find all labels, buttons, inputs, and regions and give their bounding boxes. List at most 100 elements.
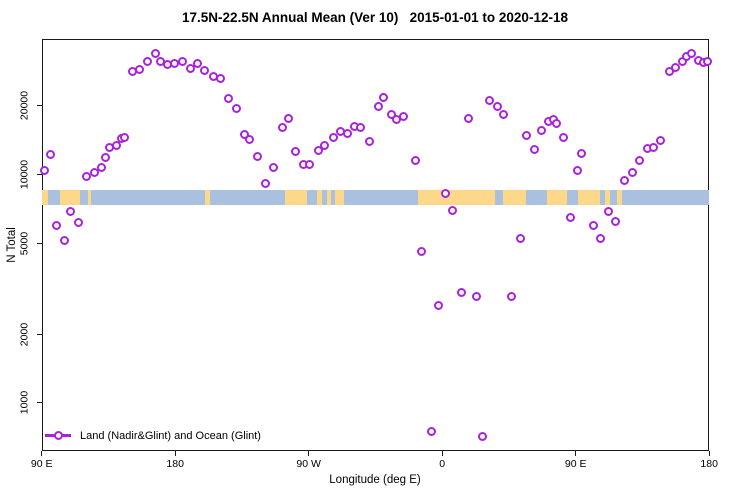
- x-axis-tick: [441, 451, 443, 456]
- data-point: [596, 234, 606, 244]
- y-axis-tick: [36, 242, 42, 244]
- x-axis-tick: [708, 451, 710, 456]
- data-point: [320, 141, 330, 151]
- data-point: [73, 217, 83, 227]
- y-axis-tick-label: 5000: [18, 231, 31, 255]
- legend-label: Land (Nadir&Glint) and Ocean (Glint): [80, 429, 261, 442]
- map-band-land-segment: [326, 189, 331, 205]
- data-point: [111, 141, 121, 151]
- data-point: [665, 67, 675, 77]
- y-axis-tick: [36, 333, 42, 335]
- data-point: [135, 65, 145, 75]
- data-point: [635, 155, 645, 165]
- data-point: [240, 130, 250, 140]
- data-point: [119, 133, 129, 143]
- data-point: [522, 131, 532, 141]
- data-point: [66, 207, 76, 217]
- data-point: [399, 112, 409, 122]
- map-band-land-segment: [418, 189, 495, 205]
- y-axis-tick: [36, 105, 42, 107]
- data-point: [703, 57, 713, 67]
- map-band-land-segment: [605, 189, 610, 205]
- x-axis-label: Longitude (deg E): [329, 474, 421, 486]
- x-axis-tick-label: 0: [439, 458, 446, 470]
- data-point: [530, 145, 540, 155]
- data-point: [193, 59, 203, 69]
- data-point: [478, 431, 488, 441]
- data-point: [649, 142, 659, 152]
- data-point: [224, 94, 234, 104]
- data-point: [611, 217, 621, 227]
- data-point: [143, 57, 153, 67]
- data-point: [253, 152, 263, 162]
- map-band-land-segment: [617, 189, 622, 205]
- data-point: [261, 179, 271, 189]
- data-point: [185, 64, 195, 74]
- data-point: [245, 135, 255, 145]
- map-band-land-segment: [87, 189, 91, 205]
- data-point: [427, 427, 437, 437]
- data-point: [448, 206, 458, 216]
- data-point: [499, 110, 509, 120]
- data-point: [671, 63, 681, 73]
- plot-box: [41, 39, 710, 451]
- data-point: [81, 172, 91, 182]
- data-point: [52, 221, 62, 231]
- y-axis-tick: [36, 173, 42, 176]
- data-point: [343, 129, 353, 139]
- y-axis-label: N Total: [6, 227, 18, 263]
- legend: Land (Nadir&Glint) and Ocean (Glint): [45, 428, 261, 443]
- legend-line-marker-icon: [45, 431, 71, 440]
- data-point: [559, 133, 569, 143]
- data-point: [472, 292, 482, 302]
- x-axis-tick: [174, 451, 176, 456]
- map-band-land-segment: [60, 189, 81, 205]
- data-point: [434, 301, 444, 311]
- data-point: [329, 133, 339, 143]
- data-point: [687, 49, 697, 59]
- chart-title: 17.5N-22.5N Annual Mean (Ver 10) 2015-01…: [182, 10, 568, 25]
- y-axis-tick-label: 2000: [18, 322, 31, 346]
- data-point: [387, 110, 397, 120]
- x-axis-tick: [308, 451, 310, 456]
- data-point: [604, 207, 614, 217]
- x-axis-tick-label: 180: [700, 458, 718, 470]
- data-point: [89, 168, 99, 178]
- data-point: [374, 102, 384, 112]
- data-point: [485, 96, 495, 106]
- data-point: [656, 136, 666, 146]
- y-axis-tick-label: 20000: [18, 91, 31, 121]
- data-point: [60, 235, 70, 245]
- y-axis-tick-label: 10000: [18, 159, 31, 190]
- data-point: [516, 234, 526, 244]
- data-point: [411, 155, 421, 165]
- data-point: [100, 152, 110, 162]
- map-band-land-segment: [316, 189, 323, 205]
- data-point: [620, 176, 630, 186]
- data-point: [552, 119, 562, 129]
- x-axis-tick-label: 180: [166, 458, 184, 470]
- y-axis-tick: [36, 402, 42, 404]
- map-band-land-segment: [204, 189, 211, 205]
- data-point: [457, 288, 467, 298]
- data-point: [150, 49, 160, 59]
- x-axis-tick-label: 90 E: [564, 458, 587, 470]
- legend-circle-marker-icon: [53, 431, 63, 440]
- data-point: [216, 74, 226, 84]
- data-point: [566, 213, 576, 223]
- data-point: [417, 246, 427, 256]
- data-point: [577, 149, 587, 159]
- data-point: [45, 150, 55, 160]
- data-point: [573, 166, 583, 176]
- data-point: [284, 114, 294, 124]
- data-point: [365, 137, 375, 147]
- y-axis-tick-label: 1000: [18, 391, 31, 415]
- map-band-land-segment: [546, 189, 567, 205]
- data-point: [379, 93, 389, 103]
- x-axis-tick-label: 90 W: [296, 458, 321, 470]
- data-point: [269, 163, 279, 173]
- map-band-land-segment: [577, 189, 601, 205]
- x-axis-tick: [41, 451, 43, 456]
- data-point: [305, 160, 315, 170]
